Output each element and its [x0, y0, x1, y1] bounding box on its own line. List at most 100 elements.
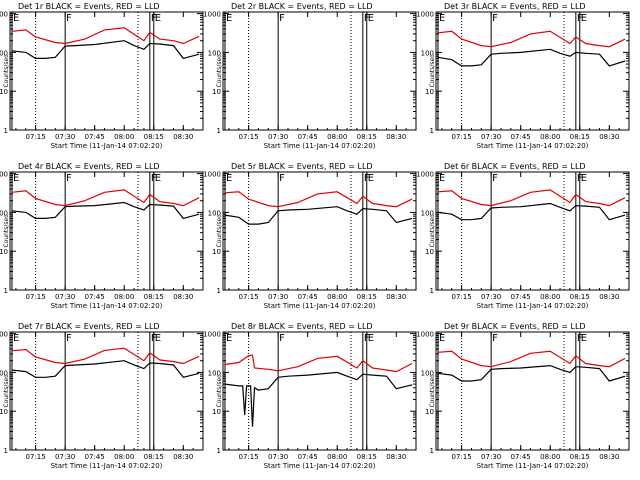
event-marker-label: E: [226, 333, 232, 344]
y-tick-label: 100: [208, 369, 221, 377]
x-tick-label: 08:00: [114, 453, 134, 461]
panel-title: Det 6r BLACK = Events, RED = LLD: [444, 162, 586, 171]
detector-panel: Det 3r BLACK = Events, RED = LLD Counts/s…: [416, 2, 630, 150]
x-tick-label: 08:15: [144, 133, 164, 141]
x-tick-label: 08:30: [386, 293, 406, 301]
y-tick-label: 1000: [0, 331, 8, 339]
event-marker-label: F: [492, 333, 498, 344]
x-tick-label: 08:30: [386, 453, 406, 461]
x-tick-label: 07:15: [452, 293, 472, 301]
event-marker-label: E: [439, 333, 445, 344]
event-marker-label: E: [581, 173, 587, 184]
y-tick-label: 1000: [416, 171, 434, 179]
y-tick-label: 10: [212, 408, 221, 416]
y-tick-label: 100: [0, 209, 8, 217]
x-tick-label: 07:45: [511, 293, 531, 301]
lld-series-line: [437, 189, 626, 207]
panel-title: Det 3r BLACK = Events, RED = LLD: [444, 2, 586, 11]
x-tick-label: 08:30: [173, 133, 193, 141]
panel-title: Det 5r BLACK = Events, RED = LLD: [231, 162, 373, 171]
x-tick-label: 07:30: [55, 293, 75, 301]
panel-title: Det 9r BLACK = Events, RED = LLD: [444, 322, 586, 331]
y-tick-label: 100: [0, 49, 8, 57]
x-tick-label: 08:00: [114, 293, 134, 301]
x-axis-label: Start Time (11-Jan-14 07:02:20): [264, 462, 376, 470]
x-tick-label: 08:00: [114, 133, 134, 141]
events-series-line: [11, 201, 200, 220]
x-tick-label: 08:15: [570, 133, 590, 141]
detector-panel: Det 7r BLACK = Events, RED = LLD Counts/s…: [0, 322, 204, 470]
event-marker-label: E: [13, 173, 19, 184]
events-series-line: [437, 202, 626, 221]
x-tick-label: 07:15: [452, 133, 472, 141]
events-series-line: [224, 206, 413, 225]
panel-title: Det 4r BLACK = Events, RED = LLD: [18, 162, 160, 171]
x-axis-label: Start Time (11-Jan-14 07:02:20): [477, 462, 589, 470]
x-tick-label: 08:00: [540, 293, 560, 301]
x-tick-label: 07:30: [55, 453, 75, 461]
y-tick-label: 1000: [203, 11, 221, 19]
plot-frame: [222, 11, 417, 131]
event-marker-label: E: [13, 13, 19, 24]
x-tick-label: 07:30: [481, 453, 501, 461]
y-tick-label: 1000: [203, 171, 221, 179]
y-axis-label: Counts/sec: [429, 374, 436, 407]
plot-frame: [222, 331, 417, 451]
event-marker-label: E: [368, 173, 374, 184]
y-tick-label: 10: [212, 248, 221, 256]
x-tick-label: 07:15: [452, 453, 472, 461]
plot-frame: [9, 11, 204, 131]
y-tick-label: 1: [217, 287, 221, 295]
plot-frame: [435, 11, 630, 131]
x-tick-label: 07:45: [85, 293, 105, 301]
y-tick-label: 1000: [203, 331, 221, 339]
x-tick-label: 07:30: [481, 133, 501, 141]
y-tick-label: 100: [208, 209, 221, 217]
x-tick-label: 07:15: [26, 293, 46, 301]
y-axis-label: Counts/sec: [429, 54, 436, 87]
detector-panel: Det 6r BLACK = Events, RED = LLD Counts/s…: [416, 162, 630, 310]
x-tick-label: 07:15: [26, 453, 46, 461]
y-tick-label: 1: [217, 447, 221, 455]
x-axis-label: Start Time (11-Jan-14 07:02:20): [51, 462, 163, 470]
x-axis-label: Start Time (11-Jan-14 07:02:20): [477, 142, 589, 150]
y-axis-label: Counts/sec: [216, 54, 223, 87]
detector-panel: Det 2r BLACK = Events, RED = LLD Counts/s…: [203, 2, 417, 150]
x-tick-label: 07:45: [85, 453, 105, 461]
y-tick-label: 100: [421, 369, 434, 377]
event-marker-label: F: [279, 333, 285, 344]
lld-series-line: [224, 354, 413, 373]
event-marker-label: F: [66, 173, 72, 184]
plot-frame: [435, 331, 630, 451]
x-tick-label: 08:00: [327, 293, 347, 301]
plot-frame: [435, 171, 630, 291]
x-tick-label: 07:45: [511, 453, 531, 461]
y-tick-label: 100: [421, 209, 434, 217]
x-tick-label: 08:30: [599, 133, 619, 141]
event-marker-label: E: [368, 13, 374, 24]
y-tick-label: 1: [4, 287, 8, 295]
x-tick-label: 07:15: [26, 133, 46, 141]
x-tick-label: 07:45: [85, 133, 105, 141]
x-tick-label: 08:15: [357, 133, 377, 141]
event-marker-label: E: [13, 333, 19, 344]
plot-frame: [9, 331, 204, 451]
detector-panel: Det 5r BLACK = Events, RED = LLD Counts/s…: [203, 162, 417, 310]
events-series-line: [11, 360, 200, 378]
y-tick-label: 1: [430, 127, 434, 135]
x-tick-label: 08:00: [327, 453, 347, 461]
x-tick-label: 08:30: [173, 293, 193, 301]
x-axis-label: Start Time (11-Jan-14 07:02:20): [51, 302, 163, 310]
panel-title: Det 2r BLACK = Events, RED = LLD: [231, 2, 373, 11]
x-axis-label: Start Time (11-Jan-14 07:02:20): [477, 302, 589, 310]
panel-title: Det 7r BLACK = Events, RED = LLD: [18, 322, 160, 331]
x-tick-label: 07:45: [298, 293, 318, 301]
x-axis-label: Start Time (11-Jan-14 07:02:20): [51, 142, 163, 150]
y-tick-label: 10: [212, 88, 221, 96]
y-tick-label: 1: [430, 287, 434, 295]
event-marker-label: E: [439, 13, 445, 24]
events-series-line: [437, 364, 626, 382]
y-tick-label: 100: [0, 369, 8, 377]
event-marker-label: F: [279, 13, 285, 24]
